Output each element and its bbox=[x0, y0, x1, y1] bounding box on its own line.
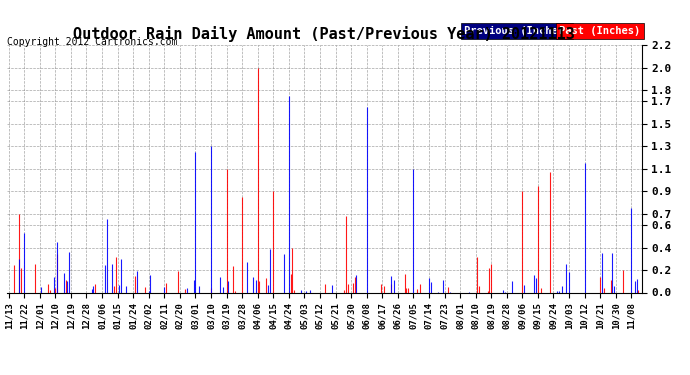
Text: Previous (Inches): Previous (Inches) bbox=[464, 26, 570, 36]
Text: Copyright 2012 Cartronics.com: Copyright 2012 Cartronics.com bbox=[7, 37, 177, 47]
Title: Outdoor Rain Daily Amount (Past/Previous Year) 20121113: Outdoor Rain Daily Amount (Past/Previous… bbox=[73, 27, 575, 42]
Text: Past (Inches): Past (Inches) bbox=[559, 26, 640, 36]
